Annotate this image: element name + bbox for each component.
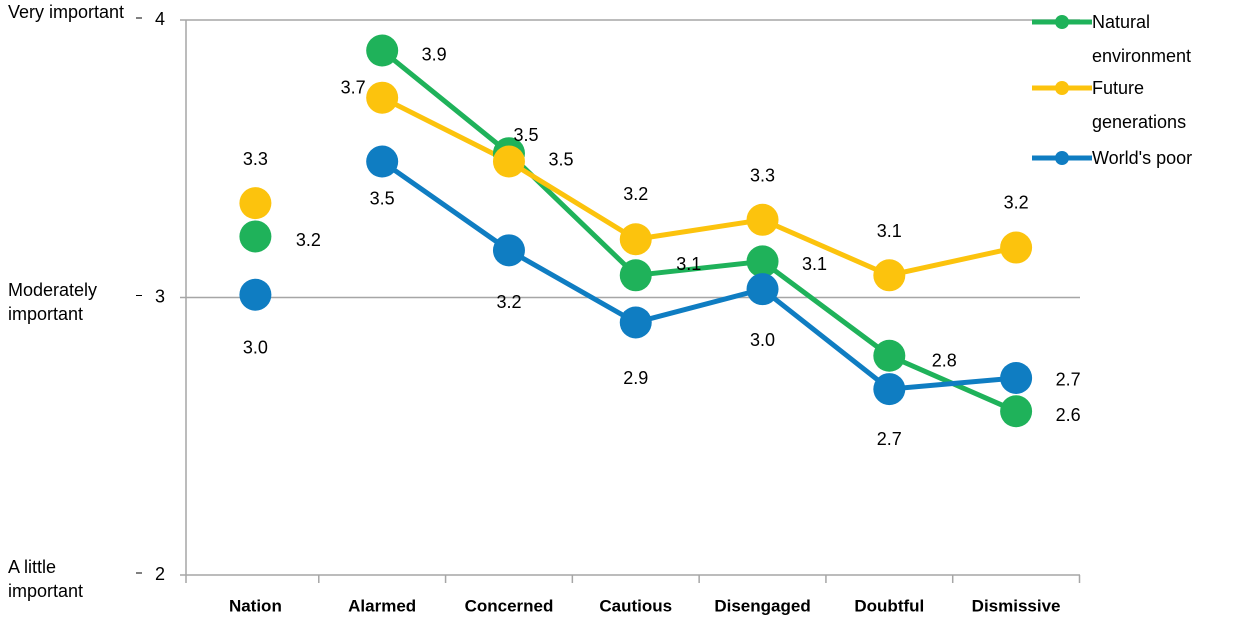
x-tick-label: Alarmed [348, 596, 416, 615]
data-label: 3.1 [802, 254, 827, 274]
marker [619, 259, 652, 292]
y-description: A little important [8, 557, 84, 601]
x-tick-label: Nation [229, 596, 282, 615]
legend-marker [1055, 15, 1069, 29]
data-label: 3.1 [877, 221, 902, 241]
x-tick-label: Concerned [465, 596, 554, 615]
y-tick-label: 2 [155, 564, 165, 584]
data-label: 3.2 [1004, 192, 1029, 212]
data-label: 3.5 [548, 149, 573, 169]
x-tick-label: Doubtful [854, 596, 924, 615]
legend-label: Future generations [1092, 78, 1187, 132]
marker [1000, 231, 1033, 264]
data-label: 3.5 [370, 188, 395, 208]
data-label: 3.7 [341, 77, 366, 97]
x-tick-label: Dismissive [972, 596, 1061, 615]
x-tick-label: Disengaged [714, 596, 810, 615]
marker [873, 373, 906, 406]
data-label: 3.2 [496, 292, 521, 312]
marker [366, 34, 399, 67]
y-description: Moderately important [8, 279, 98, 324]
y-tick-label: 3 [155, 286, 165, 306]
marker [746, 273, 779, 306]
marker [239, 187, 272, 220]
marker [1000, 361, 1033, 394]
marker [873, 259, 906, 292]
data-label: 2.7 [877, 429, 902, 449]
marker [1000, 395, 1033, 428]
marker [873, 339, 906, 372]
data-label: 3.9 [422, 44, 447, 64]
legend-marker [1055, 151, 1069, 165]
legend-label: Natural environment [1092, 12, 1192, 66]
legend-label: World's poor [1092, 148, 1193, 168]
data-label: 3.0 [243, 337, 268, 357]
data-label: 3.1 [676, 254, 701, 274]
legend-marker [1055, 81, 1069, 95]
marker [619, 223, 652, 256]
series-line [380, 159, 1017, 392]
marker [492, 234, 525, 267]
data-label: 3.3 [750, 166, 775, 186]
marker [366, 81, 399, 114]
data-label: 3.2 [623, 184, 648, 204]
data-label: 2.9 [623, 368, 648, 388]
data-label: 2.6 [1056, 405, 1081, 425]
series-line [381, 95, 1017, 278]
data-label: 3.5 [513, 125, 538, 145]
y-description: Very important [8, 2, 125, 22]
marker [746, 203, 779, 236]
data-label: 3.3 [243, 149, 268, 169]
marker [366, 145, 399, 178]
data-label: 2.8 [932, 351, 957, 371]
marker [239, 220, 272, 253]
marker [239, 278, 272, 311]
y-tick-label: 4 [155, 9, 165, 29]
data-label: 2.7 [1056, 370, 1081, 390]
marker [619, 306, 652, 339]
series-line [380, 48, 1018, 414]
data-label: 3.2 [296, 230, 321, 250]
data-label: 3.0 [750, 330, 775, 350]
x-tick-label: Cautious [599, 596, 672, 615]
marker [746, 245, 779, 278]
marker [492, 145, 525, 178]
